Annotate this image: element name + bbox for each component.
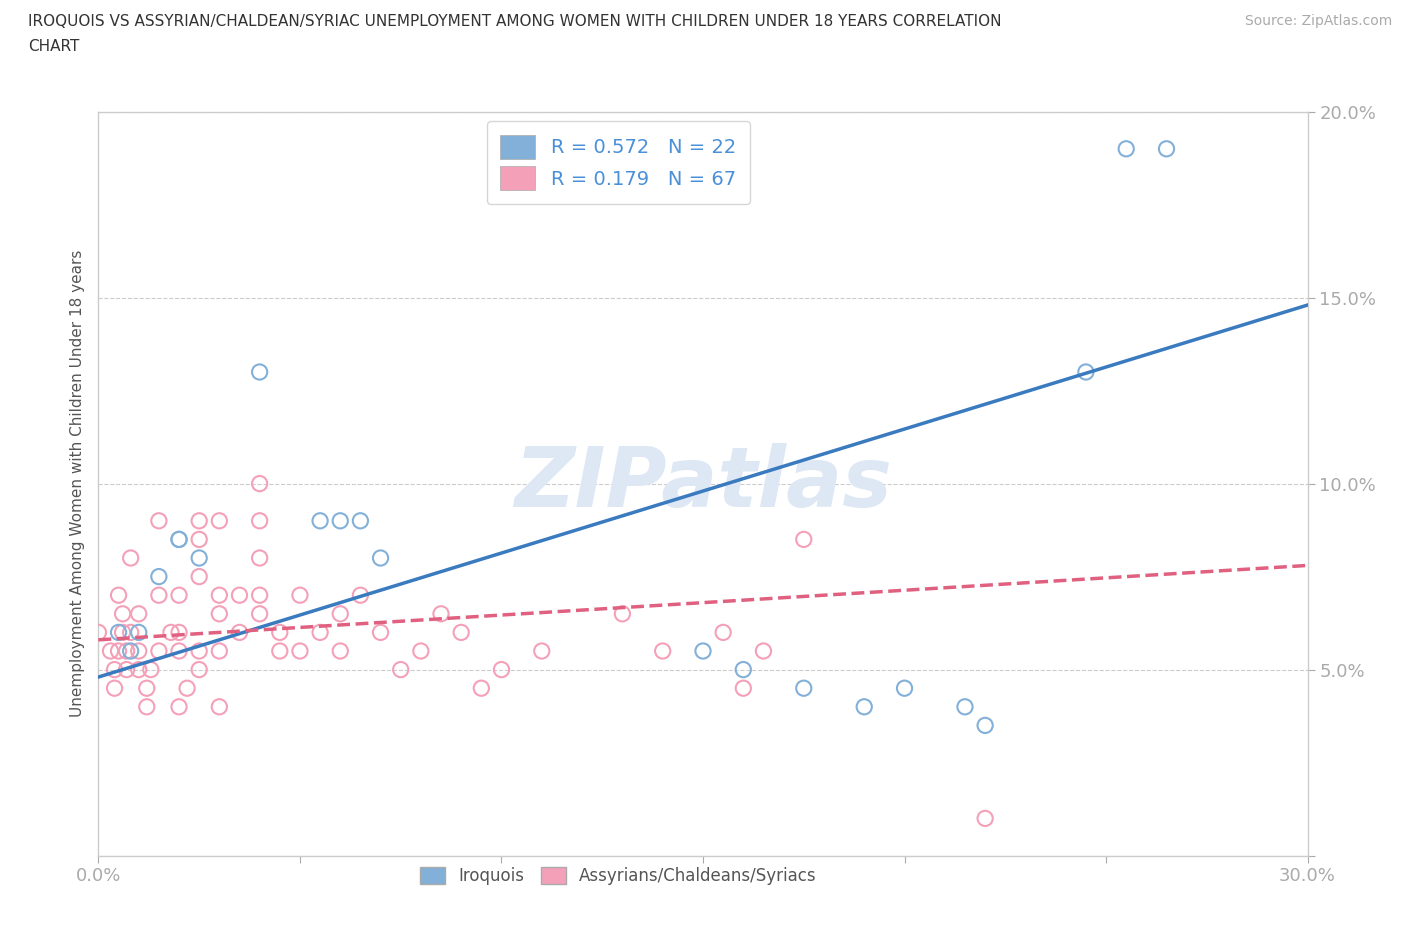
- Point: [120, 644, 142, 658]
- Point: [167, 625, 190, 640]
- Point: [530, 644, 553, 658]
- Point: [160, 625, 183, 640]
- Point: [491, 662, 513, 677]
- Point: [228, 588, 250, 603]
- Point: [135, 681, 157, 696]
- Point: [228, 625, 250, 640]
- Point: [1156, 141, 1178, 156]
- Text: ZIPatlas: ZIPatlas: [515, 443, 891, 525]
- Y-axis label: Unemployment Among Women with Children Under 18 years: Unemployment Among Women with Children U…: [69, 250, 84, 717]
- Point: [612, 606, 634, 621]
- Point: [188, 532, 211, 547]
- Point: [167, 699, 190, 714]
- Point: [188, 644, 211, 658]
- Point: [309, 513, 332, 528]
- Point: [135, 699, 157, 714]
- Point: [793, 681, 815, 696]
- Point: [752, 644, 775, 658]
- Point: [733, 681, 755, 696]
- Point: [148, 513, 170, 528]
- Point: [974, 718, 997, 733]
- Legend: Iroquois, Assyrians/Chaldeans/Syriacs: Iroquois, Assyrians/Chaldeans/Syriacs: [413, 860, 824, 892]
- Point: [692, 644, 714, 658]
- Point: [120, 551, 142, 565]
- Point: [329, 606, 352, 621]
- Point: [893, 681, 915, 696]
- Point: [651, 644, 673, 658]
- Point: [1074, 365, 1097, 379]
- Point: [349, 513, 371, 528]
- Point: [249, 365, 271, 379]
- Point: [470, 681, 492, 696]
- Point: [249, 588, 271, 603]
- Point: [167, 588, 190, 603]
- Point: [389, 662, 412, 677]
- Point: [87, 625, 110, 640]
- Point: [120, 625, 142, 640]
- Point: [139, 662, 162, 677]
- Point: [100, 644, 122, 658]
- Point: [208, 588, 231, 603]
- Point: [107, 588, 129, 603]
- Point: [115, 644, 138, 658]
- Point: [249, 476, 271, 491]
- Point: [128, 644, 150, 658]
- Point: [148, 644, 170, 658]
- Point: [128, 625, 150, 640]
- Point: [269, 625, 291, 640]
- Point: [370, 551, 392, 565]
- Point: [249, 551, 271, 565]
- Point: [269, 644, 291, 658]
- Point: [953, 699, 976, 714]
- Point: [430, 606, 453, 621]
- Point: [107, 644, 129, 658]
- Point: [167, 644, 190, 658]
- Point: [329, 644, 352, 658]
- Point: [1115, 141, 1137, 156]
- Point: [128, 662, 150, 677]
- Text: CHART: CHART: [28, 39, 80, 54]
- Point: [148, 569, 170, 584]
- Point: [107, 625, 129, 640]
- Point: [167, 532, 190, 547]
- Point: [409, 644, 432, 658]
- Point: [249, 606, 271, 621]
- Point: [188, 551, 211, 565]
- Point: [450, 625, 472, 640]
- Point: [208, 644, 231, 658]
- Point: [111, 606, 134, 621]
- Point: [309, 625, 332, 640]
- Point: [370, 625, 392, 640]
- Point: [288, 644, 311, 658]
- Point: [115, 662, 138, 677]
- Point: [853, 699, 876, 714]
- Point: [188, 569, 211, 584]
- Point: [711, 625, 734, 640]
- Point: [103, 681, 125, 696]
- Point: [733, 662, 755, 677]
- Text: IROQUOIS VS ASSYRIAN/CHALDEAN/SYRIAC UNEMPLOYMENT AMONG WOMEN WITH CHILDREN UNDE: IROQUOIS VS ASSYRIAN/CHALDEAN/SYRIAC UNE…: [28, 14, 1001, 29]
- Point: [103, 662, 125, 677]
- Point: [176, 681, 198, 696]
- Point: [208, 699, 231, 714]
- Point: [974, 811, 997, 826]
- Point: [208, 606, 231, 621]
- Point: [793, 532, 815, 547]
- Text: Source: ZipAtlas.com: Source: ZipAtlas.com: [1244, 14, 1392, 28]
- Point: [167, 532, 190, 547]
- Point: [288, 588, 311, 603]
- Point: [208, 513, 231, 528]
- Point: [329, 513, 352, 528]
- Point: [111, 625, 134, 640]
- Point: [148, 588, 170, 603]
- Point: [349, 588, 371, 603]
- Point: [188, 662, 211, 677]
- Point: [128, 606, 150, 621]
- Point: [188, 513, 211, 528]
- Point: [249, 513, 271, 528]
